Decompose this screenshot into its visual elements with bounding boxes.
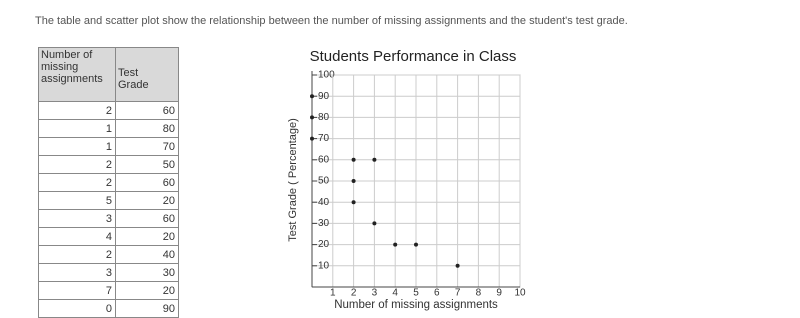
point [310, 136, 314, 141]
y-tick-label: 20 [318, 239, 330, 250]
y-tick-label: 10 [318, 260, 330, 271]
x-tick-label: 4 [392, 288, 398, 299]
table-cell: 30 [115, 263, 179, 282]
data-table: Number of missing assignments Test Grade… [38, 47, 179, 318]
point [351, 179, 356, 183]
table-row: 5 20 [38, 191, 179, 210]
point [351, 157, 356, 162]
y-tick-label: 90 [318, 91, 330, 102]
x-tick-label: 5 [413, 288, 419, 299]
point [455, 263, 460, 268]
y-tick-label: 30 [318, 218, 330, 229]
point [393, 242, 398, 247]
y-tick-label: 40 [318, 197, 330, 208]
table-body: 2 60 1 80 1 70 2 50 2 60 5 20 3 60 4 20 2 40 3 30 7 20 0 90 [38, 101, 179, 318]
y-tick-label: 70 [318, 133, 330, 144]
y-tick-label: 100 [318, 70, 335, 81]
x-tick-label: 7 [455, 288, 461, 299]
chart-title: Students Performance in Class [310, 48, 517, 65]
y-axis-label: Test Grade ( Percentage) [287, 118, 299, 242]
table-header-text: Test Grade [118, 67, 149, 91]
table-cell: 60 [115, 173, 179, 192]
x-tick-label: 10 [514, 288, 526, 299]
x-tick-label: 8 [476, 288, 482, 299]
y-tick-label: 80 [318, 112, 330, 123]
x-axis-label: Number of missing assignments [334, 299, 498, 311]
point [414, 242, 418, 247]
x-tick-label: 2 [351, 288, 357, 299]
y-tick-label: 50 [318, 176, 330, 187]
table-row: 2 40 [38, 245, 179, 264]
y-tick-label: 60 [318, 154, 330, 165]
point [310, 94, 314, 99]
table-row: 3 30 [38, 263, 179, 282]
point [310, 115, 314, 120]
table-cell: 50 [115, 155, 179, 174]
x-tick-label: 3 [372, 288, 378, 299]
point [351, 200, 356, 205]
table-row: 4 20 [38, 227, 179, 246]
x-tick-label: 1 [330, 288, 336, 299]
point [372, 157, 377, 162]
x-tick-label: 9 [496, 288, 502, 299]
x-tick-label: 6 [434, 288, 440, 299]
table-header: Test Grade [115, 47, 179, 102]
instruction: The table and scatter plot show the rela… [35, 15, 628, 27]
point [372, 221, 377, 226]
